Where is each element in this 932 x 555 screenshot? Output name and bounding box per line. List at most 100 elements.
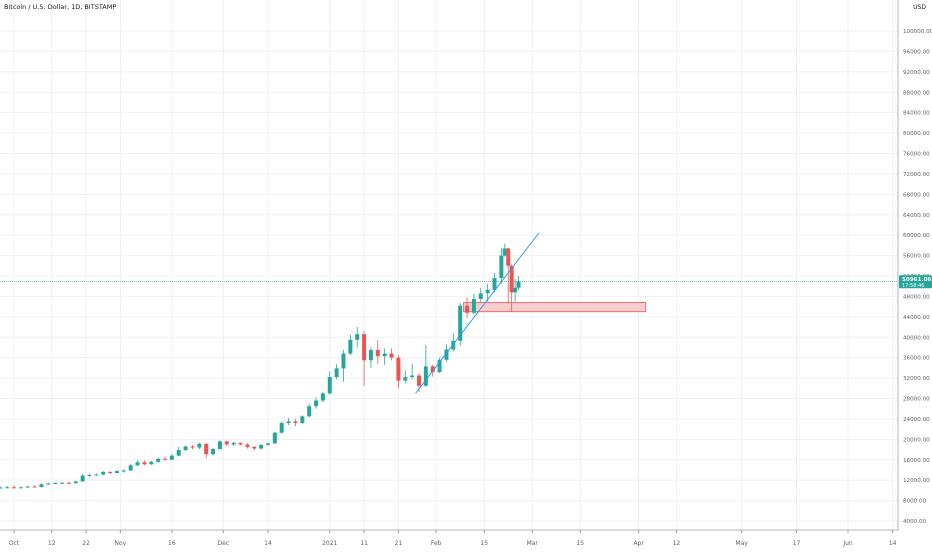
candle[interactable] [382, 348, 387, 365]
candle-body [53, 482, 58, 484]
candle[interactable] [39, 483, 44, 488]
candle[interactable] [362, 331, 367, 386]
candle-body [224, 441, 229, 445]
candle[interactable] [451, 333, 456, 352]
candle[interactable] [87, 473, 92, 477]
candle-body [368, 350, 373, 361]
candle[interactable] [478, 287, 483, 303]
candle[interactable] [509, 264, 514, 312]
candle[interactable] [279, 421, 284, 434]
currency-label[interactable]: USD [913, 4, 926, 11]
candle[interactable] [265, 442, 270, 446]
candle[interactable] [197, 442, 202, 450]
candle[interactable] [224, 440, 229, 447]
candle[interactable] [368, 347, 373, 368]
candle[interactable] [348, 334, 353, 356]
candle[interactable] [114, 470, 119, 474]
candle-body [403, 377, 408, 381]
candle[interactable] [272, 431, 277, 444]
candle-body [197, 443, 202, 448]
candle[interactable] [403, 370, 408, 384]
candle[interactable] [5, 485, 10, 489]
candle[interactable] [465, 297, 470, 318]
candle[interactable] [211, 448, 216, 456]
candle-body [286, 421, 291, 423]
candle[interactable] [163, 457, 168, 461]
candle-body [416, 375, 421, 386]
candle[interactable] [286, 417, 291, 426]
candle[interactable] [506, 247, 511, 304]
last-price-badge [899, 275, 932, 289]
candle[interactable] [410, 363, 415, 380]
candle-body [478, 293, 483, 299]
candle[interactable] [217, 440, 222, 450]
candle[interactable] [341, 350, 346, 382]
trendline[interactable] [415, 232, 540, 394]
candle[interactable] [492, 272, 497, 293]
candle[interactable] [25, 485, 30, 488]
candle[interactable] [293, 418, 298, 427]
candle[interactable] [471, 293, 476, 315]
zone-rectangle[interactable] [463, 302, 646, 313]
y-tick-label: 68000.00 [903, 192, 930, 198]
candle[interactable] [259, 443, 264, 450]
candle-body [389, 353, 394, 358]
candle[interactable] [135, 460, 140, 467]
candle[interactable] [53, 482, 58, 485]
candle[interactable] [156, 457, 161, 463]
candle[interactable] [300, 415, 305, 425]
candle[interactable] [183, 445, 188, 452]
candle[interactable] [485, 283, 490, 302]
candle[interactable] [18, 486, 23, 489]
candle[interactable] [513, 279, 518, 302]
candle[interactable] [121, 469, 126, 473]
candle[interactable] [176, 446, 181, 457]
candle[interactable] [60, 481, 65, 484]
candle[interactable] [327, 371, 332, 395]
candle[interactable] [0, 486, 3, 489]
candle[interactable] [32, 485, 37, 488]
candle[interactable] [169, 454, 174, 461]
candle-body [60, 482, 65, 484]
candle[interactable] [355, 327, 360, 348]
candle[interactable] [458, 302, 463, 346]
candle[interactable] [307, 404, 312, 418]
trendline-segment[interactable] [415, 232, 540, 394]
candle[interactable] [245, 442, 250, 449]
candle[interactable] [238, 442, 243, 446]
candle-body [5, 487, 10, 489]
candle[interactable] [516, 276, 521, 291]
candle[interactable] [320, 391, 325, 403]
candle[interactable] [149, 460, 154, 465]
candle[interactable] [12, 485, 16, 489]
candle[interactable] [204, 442, 209, 459]
candle[interactable] [252, 445, 257, 451]
candle[interactable] [142, 460, 147, 466]
candle-body [245, 444, 250, 447]
candle-body [410, 375, 415, 378]
candle[interactable] [73, 480, 78, 484]
candle[interactable] [389, 348, 394, 361]
support-zone[interactable] [463, 302, 646, 313]
candle[interactable] [499, 247, 504, 284]
candle[interactable] [80, 474, 85, 482]
y-tick-label: 40000.00 [903, 335, 930, 341]
candle[interactable] [101, 470, 106, 476]
candle[interactable] [396, 355, 401, 389]
candle[interactable] [314, 397, 319, 409]
candle[interactable] [108, 470, 113, 475]
x-tick-label: Dec [218, 540, 230, 547]
candle[interactable] [66, 481, 71, 484]
candle[interactable] [334, 364, 339, 380]
candle[interactable] [502, 243, 507, 257]
candle[interactable] [231, 441, 236, 446]
candle[interactable] [375, 339, 380, 364]
candle[interactable] [46, 482, 51, 485]
candle[interactable] [128, 463, 133, 471]
candle[interactable] [437, 357, 442, 373]
candle[interactable] [94, 473, 99, 476]
candle[interactable] [190, 444, 195, 450]
candles[interactable] [0, 243, 521, 490]
